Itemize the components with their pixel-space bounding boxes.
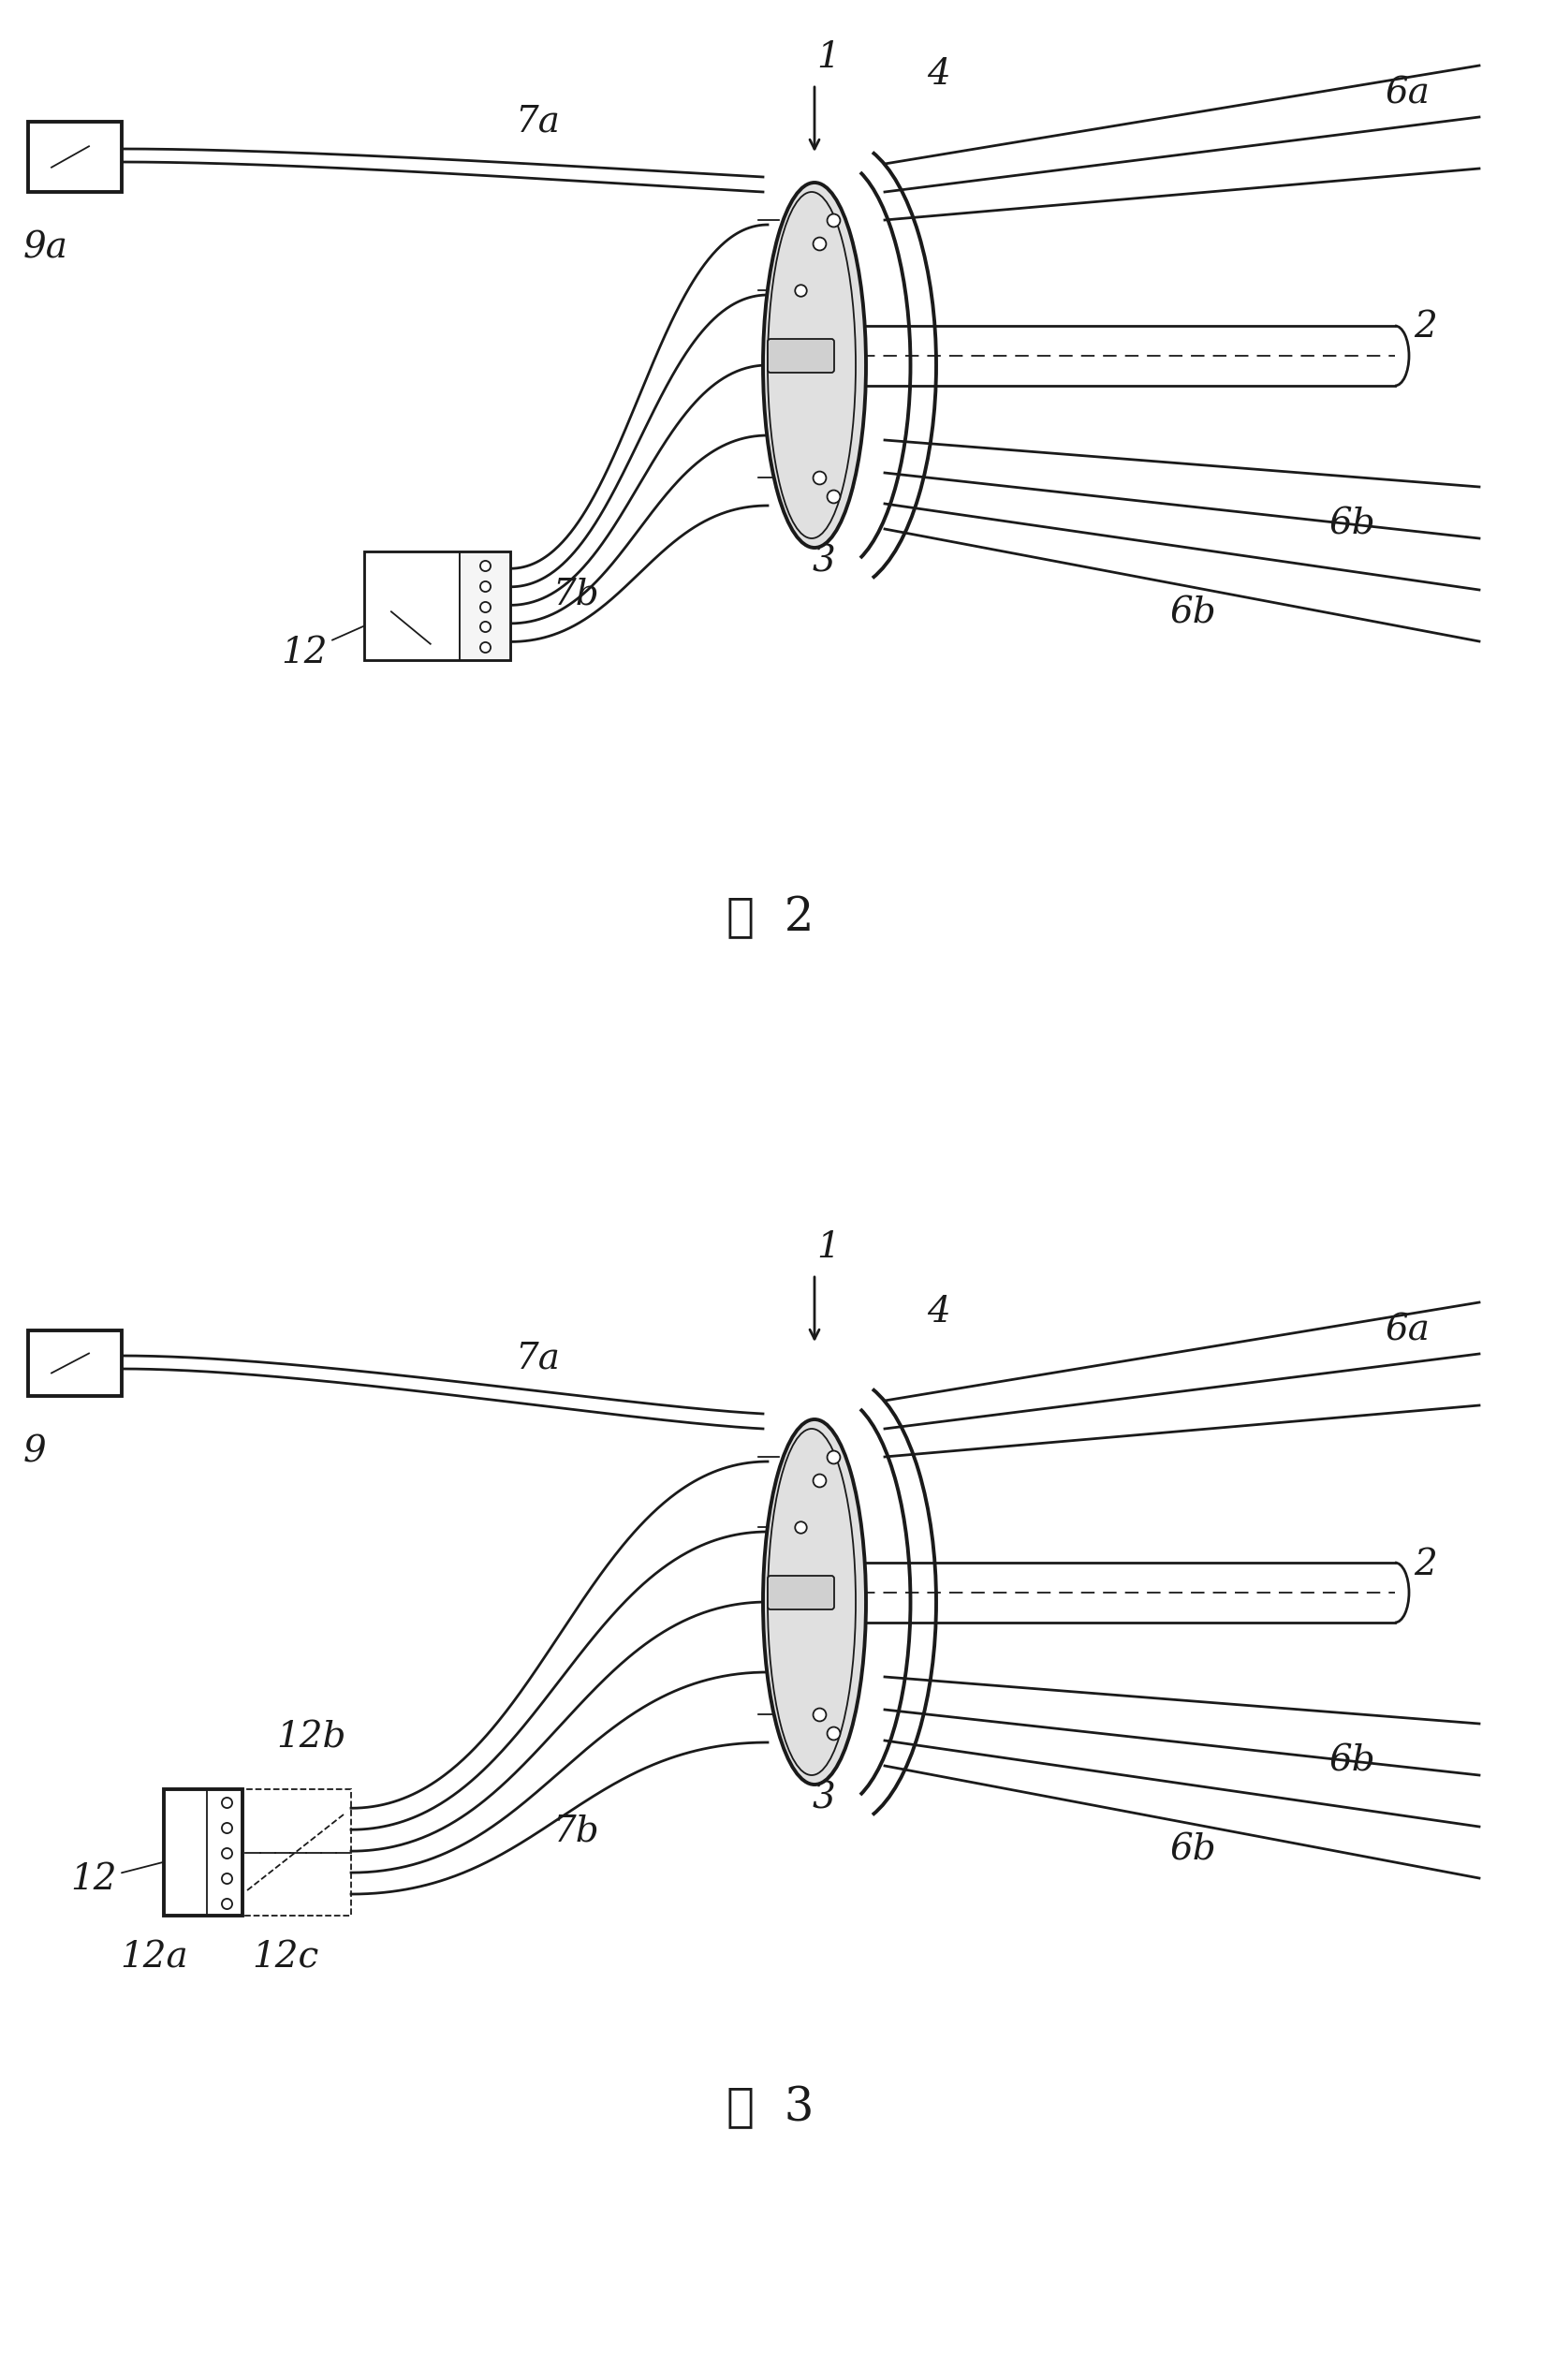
Text: 6b: 6b (1330, 1745, 1376, 1778)
Text: 12a: 12a (120, 1940, 188, 1975)
Text: 12: 12 (71, 1854, 199, 1897)
Text: 12b: 12b (276, 1721, 345, 1754)
Text: 12: 12 (280, 607, 407, 669)
FancyBboxPatch shape (767, 338, 834, 374)
Bar (28, 1330, 122, 1397)
Text: 4: 4 (926, 57, 949, 93)
Bar (365, 552, 510, 659)
Text: 3: 3 (812, 545, 835, 578)
Text: 6b: 6b (1170, 595, 1217, 631)
Text: 1: 1 (817, 1230, 840, 1264)
Text: 6b: 6b (1330, 507, 1376, 543)
Bar (365, 552, 459, 659)
Text: 12c: 12c (251, 1940, 319, 1975)
Text: 6a: 6a (1385, 76, 1430, 112)
Bar (163, 1790, 351, 1916)
Text: 7a: 7a (515, 105, 559, 138)
Text: 7b: 7b (552, 578, 599, 612)
Text: 6a: 6a (1385, 1314, 1430, 1347)
Text: 2: 2 (1413, 309, 1436, 345)
Bar (163, 1790, 242, 1916)
Text: 7a: 7a (515, 1342, 559, 1376)
Text: 1: 1 (817, 40, 840, 74)
Ellipse shape (763, 1418, 866, 1785)
Bar (28, 121, 122, 193)
Bar (459, 552, 510, 659)
Text: 图  2: 图 2 (727, 895, 814, 940)
Text: 图  3: 图 3 (727, 2085, 814, 2130)
Text: 7b: 7b (552, 1814, 599, 1849)
Text: 9a: 9a (23, 231, 68, 267)
Text: 9: 9 (23, 1435, 46, 1468)
Text: 2: 2 (1413, 1547, 1436, 1583)
Text: 4: 4 (926, 1295, 949, 1328)
Text: 3: 3 (812, 1780, 835, 1816)
Ellipse shape (763, 183, 866, 547)
Text: 6b: 6b (1170, 1833, 1217, 1868)
FancyBboxPatch shape (767, 1576, 834, 1609)
